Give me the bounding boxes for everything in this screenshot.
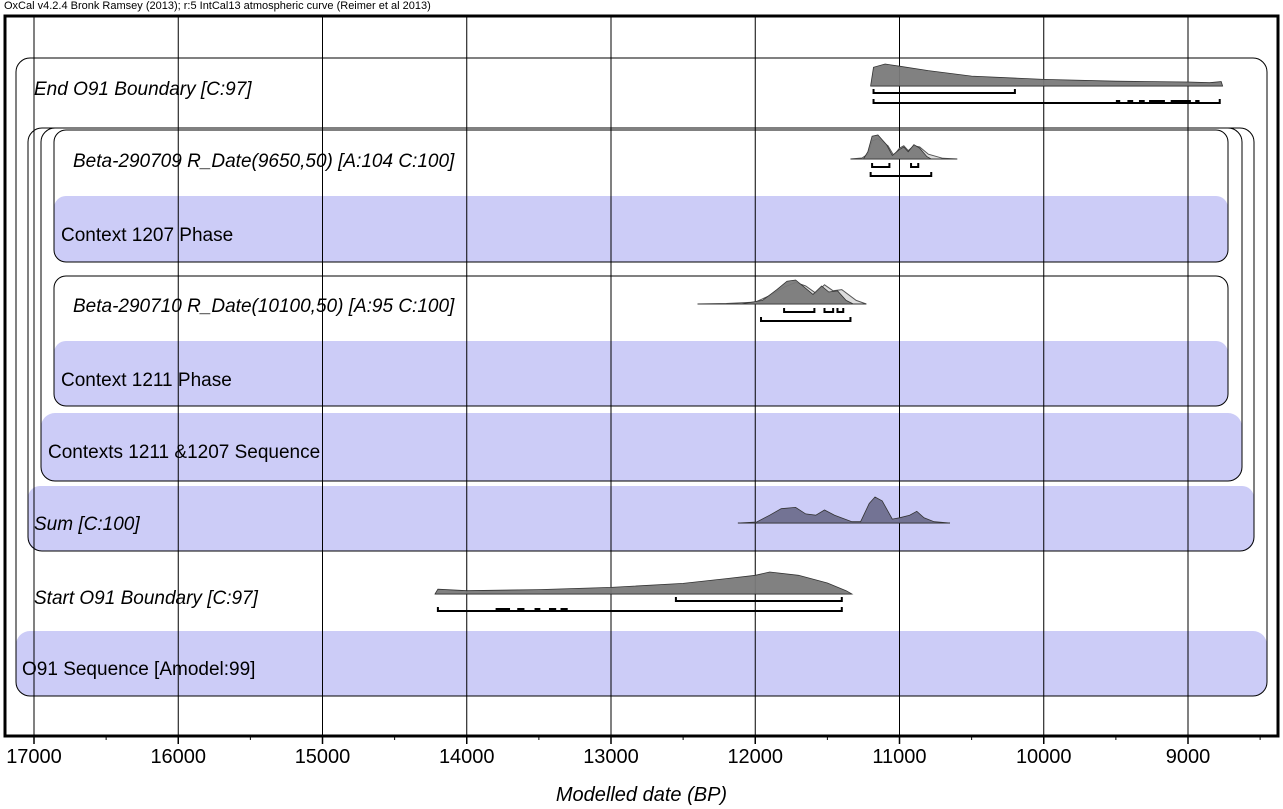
group-outline	[15, 57, 1268, 697]
range-95	[760, 317, 852, 322]
sum-band	[28, 486, 1254, 551]
range-95-segment	[1115, 100, 1121, 103]
distributions	[434, 63, 1224, 612]
group-label: Contexts 1211 &1207 Sequence	[48, 442, 320, 463]
series-label: End O91 Boundary [C:97]	[34, 79, 252, 100]
tick-label: 17000	[6, 746, 62, 768]
posterior-distribution	[434, 571, 854, 595]
range-95-segment	[1149, 100, 1165, 103]
posterior-distribution	[870, 63, 1224, 87]
group-outline	[53, 275, 1229, 407]
posterior-distribution	[862, 134, 933, 160]
series-label: Beta-290709 R_Date(9650,50) [A:104 C:100…	[73, 151, 455, 172]
chart-title: OxCal v4.2.4 Bronk Ramsey (2013); r:5 In…	[4, 0, 431, 12]
range-95-segment	[1195, 100, 1200, 103]
posterior-distribution	[740, 279, 854, 305]
range-68	[871, 163, 891, 168]
sum-outline	[27, 127, 1255, 552]
group-band	[54, 341, 1228, 406]
series-row	[850, 134, 958, 177]
group-band	[16, 631, 1267, 696]
series-label: Beta-290710 R_Date(10100,50) [A:95 C:100…	[73, 296, 455, 317]
range-68	[783, 308, 816, 313]
range-68	[910, 163, 920, 168]
tick-label: 15000	[294, 746, 351, 768]
range-95-segment	[560, 608, 568, 611]
group-outlines	[15, 57, 1268, 697]
range-95-segment	[1127, 100, 1134, 103]
plot-frame	[3, 14, 1280, 738]
labels: O91 Sequence [Amodel:99] Contexts 1211 &1…	[22, 79, 455, 680]
series-row	[870, 63, 1224, 104]
x-axis-ticks	[33, 736, 1261, 744]
range-95-segment	[1170, 100, 1191, 103]
range-68	[674, 597, 843, 602]
range-95	[436, 607, 843, 612]
posterior-distribution	[737, 496, 951, 524]
group-band	[54, 196, 1228, 262]
group-label: O91 Sequence [Amodel:99]	[22, 659, 255, 680]
group-label: Context 1211 Phase	[61, 370, 232, 391]
series-label: Sum [C:100]	[34, 514, 140, 535]
range-95	[869, 172, 933, 177]
series-label: Start O91 Boundary [C:97]	[34, 588, 259, 609]
tick-label: 13000	[583, 746, 639, 768]
tick-label: 9000	[1165, 746, 1211, 768]
range-95	[872, 99, 1221, 104]
range-95-segment	[548, 608, 557, 611]
tick-label: 11000	[872, 746, 927, 768]
range-95-segment	[517, 608, 525, 611]
range-68	[823, 308, 835, 313]
series-row	[737, 496, 951, 524]
range-95-segment	[1138, 100, 1145, 103]
group-bands	[16, 196, 1267, 696]
tick-label: 14000	[438, 746, 495, 768]
range-95-segment	[495, 608, 511, 611]
series-row	[434, 571, 854, 612]
x-axis-title: Modelled date (BP)	[555, 784, 728, 806]
tick-label: 12000	[727, 746, 784, 768]
group-outline	[53, 129, 1229, 263]
group-label: Context 1207 Phase	[61, 225, 233, 246]
tick-label: 10000	[1015, 746, 1072, 768]
range-68	[836, 308, 845, 313]
tick-label: 16000	[150, 746, 207, 768]
range-95-segment	[534, 608, 541, 611]
group-band	[41, 413, 1242, 481]
series-row	[697, 279, 867, 322]
range-68	[872, 89, 1016, 94]
grid-lines	[33, 16, 1189, 736]
